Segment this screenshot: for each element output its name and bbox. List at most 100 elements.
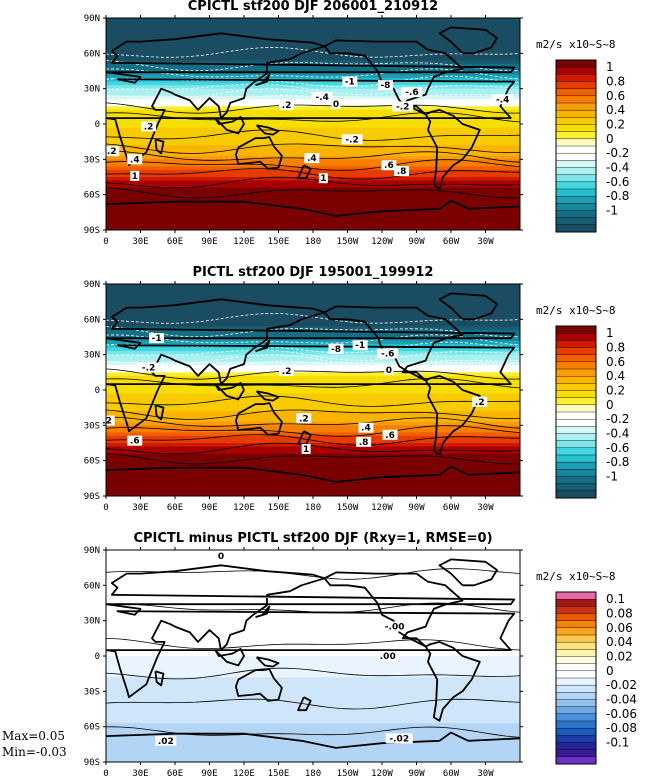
field-band: [106, 581, 520, 586]
lat-tick-label: 90S: [84, 758, 100, 768]
contour-line: [106, 102, 520, 114]
lon-tick-label: 60E: [167, 769, 183, 779]
field-band: [106, 645, 520, 650]
lon-tick-label: 60W: [443, 237, 460, 247]
field-band: [106, 347, 520, 352]
colorbar-label: -0.6: [606, 175, 629, 189]
colorbar-swatch: [555, 641, 597, 650]
colorbar-swatch: [555, 390, 597, 399]
colorbar-swatch: [555, 411, 597, 420]
lon-tick-label: 30E: [132, 237, 148, 247]
colorbar-swatch: [555, 476, 597, 485]
lat-tick-label: 30S: [84, 687, 100, 697]
colorbar-swatch: [555, 188, 597, 197]
field-band: [106, 758, 520, 762]
lon-tick-label: 60W: [443, 769, 460, 779]
field-band: [106, 298, 520, 303]
contour-label-bg: [130, 170, 140, 181]
contour-label: -.02: [389, 734, 409, 744]
contour-label-bg: [352, 340, 368, 351]
field-bands: [106, 550, 520, 762]
colorbar-swatch: [555, 591, 597, 600]
lon-tick-label: 30W: [477, 237, 494, 247]
colorbar-swatch: [555, 620, 597, 629]
contour-line: [106, 341, 520, 354]
field-band: [106, 677, 520, 682]
colorbar-swatch: [555, 483, 597, 492]
panel-title: CPICTL minus PICTL stf200 DJF (Rxy=1, RM…: [133, 531, 492, 546]
field-band: [106, 222, 520, 228]
field-band: [106, 471, 520, 476]
colorbar-swatch: [555, 368, 597, 377]
field-band: [106, 53, 520, 58]
lon-tick-label: 90E: [201, 237, 217, 247]
contour-line: [106, 638, 520, 651]
field-band: [106, 425, 520, 430]
field-band: [106, 113, 520, 118]
colorbar-swatch: [555, 404, 597, 413]
colorbar-swatch: [555, 656, 597, 665]
colorbar-swatch: [555, 749, 597, 758]
contour-label: -.2: [396, 102, 409, 112]
colorbar-label: 0.02: [606, 650, 633, 664]
field-band: [106, 712, 520, 717]
contour-label: 0: [333, 100, 339, 110]
field-band: [106, 709, 520, 714]
colorbar-frame: [555, 59, 597, 233]
field-band: [106, 386, 520, 391]
contour-line: [106, 187, 520, 199]
contour-line: [106, 94, 520, 107]
colorbar-swatch: [555, 670, 597, 679]
lon-tick-label: 90W: [408, 503, 425, 513]
colorbar-swatch: [555, 606, 597, 614]
field-band: [106, 85, 520, 90]
max-stat: Max=0.05: [2, 729, 65, 743]
lon-tick-label: 150E: [268, 769, 290, 779]
colorbar-swatch: [555, 454, 597, 463]
contour-label-bg: [328, 343, 344, 354]
colorbar-label: -0.2: [606, 412, 629, 426]
field-band: [106, 656, 520, 661]
field-band: [106, 673, 520, 678]
coastline: [438, 558, 498, 587]
field-band: [106, 215, 520, 220]
colorbar-swatch: [555, 354, 597, 363]
contour-label: .2: [282, 367, 292, 377]
lon-tick-label: 30W: [477, 769, 494, 779]
field-band: [106, 354, 520, 359]
colorbar-swatch: [555, 145, 597, 154]
field-band: [106, 585, 520, 590]
field-band: [106, 446, 520, 451]
field-band: [106, 291, 520, 296]
coastline: [214, 382, 245, 401]
field-band: [106, 606, 520, 611]
colorbar-label: -1: [606, 204, 618, 218]
colorbar-swatch: [555, 210, 597, 219]
lon-tick-label: 120E: [233, 769, 255, 779]
field-band: [106, 680, 520, 685]
lat-tick-label: 30N: [84, 85, 100, 95]
field-band: [106, 106, 520, 111]
colorbar-swatch: [555, 433, 597, 442]
contour-label: .2: [282, 101, 292, 111]
colorbar-swatch: [555, 124, 597, 133]
field-band: [106, 453, 520, 458]
contour-label-bg: [279, 366, 295, 377]
field-band: [106, 751, 520, 756]
field-band: [106, 560, 520, 565]
contour-label: .8: [359, 438, 369, 448]
colorbar-swatch: [555, 735, 597, 743]
contour-label-bg: [127, 435, 143, 446]
lon-tick-label: 120W: [371, 769, 393, 779]
field-band: [106, 716, 520, 721]
lon-tick-label: 180: [305, 769, 321, 779]
field-band: [106, 744, 520, 749]
contour-label: 0: [386, 366, 392, 376]
contour-line: [106, 68, 520, 80]
field-band: [106, 169, 520, 175]
coastline: [106, 32, 516, 167]
field-band: [106, 687, 520, 692]
contour-line: [106, 334, 520, 346]
